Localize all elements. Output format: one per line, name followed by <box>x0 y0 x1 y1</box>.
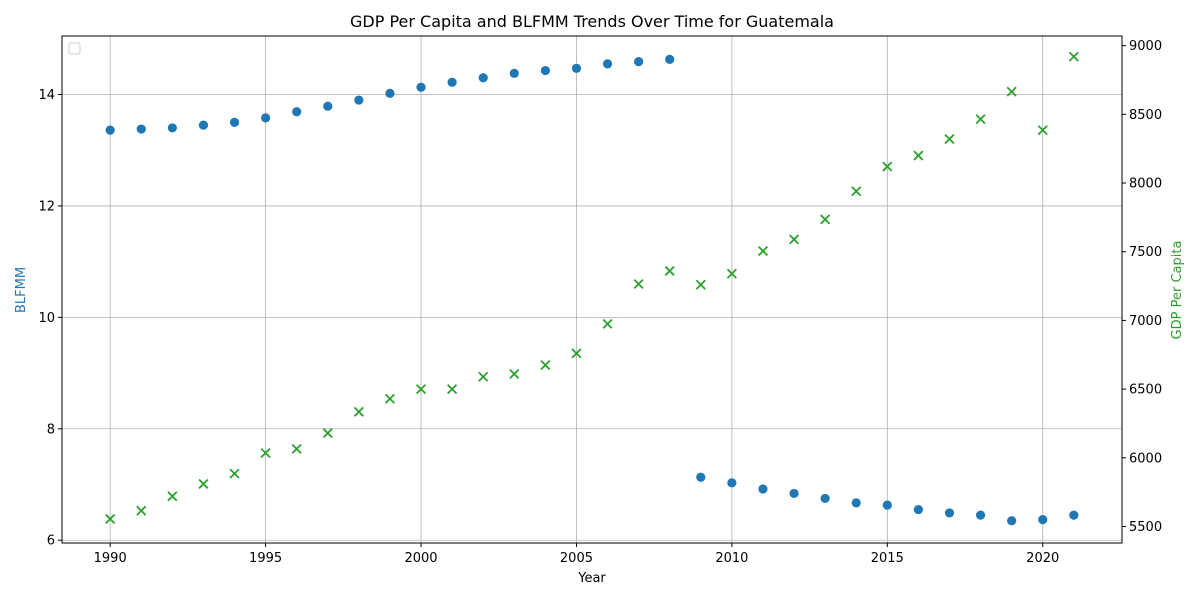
x-tick-label: 2020 <box>1026 551 1059 566</box>
gdp-point <box>851 186 862 197</box>
y-right-tick-label: 8500 <box>1129 108 1162 123</box>
blfmm-point <box>634 57 644 67</box>
blfmm-point <box>354 95 364 105</box>
grid-layer <box>62 36 1122 543</box>
gdp-point <box>944 134 955 145</box>
blfmm-point <box>385 88 395 98</box>
x-tick-label: 2015 <box>871 551 904 566</box>
gdp-point <box>229 468 240 479</box>
y-left-tick-label: 6 <box>47 534 55 549</box>
blfmm-point <box>727 478 737 488</box>
blfmm-point <box>975 510 986 520</box>
gdp-point <box>1037 125 1048 136</box>
gdp-point <box>167 491 178 502</box>
gdp-point <box>136 505 147 516</box>
blfmm-point <box>261 113 271 123</box>
gdp-point <box>322 428 333 439</box>
gdp-point <box>384 393 395 404</box>
gdp-point <box>602 318 613 329</box>
gdp-point <box>571 348 582 359</box>
blfmm-point <box>136 124 146 134</box>
gdp-point <box>913 150 924 161</box>
gdp-point <box>664 265 675 276</box>
blfmm-point <box>1038 515 1048 525</box>
y-axis-left-label: BLFMM <box>14 267 29 313</box>
gdp-point <box>540 360 551 371</box>
gdp-point <box>820 214 831 225</box>
y-right-tick-label: 8000 <box>1129 177 1162 192</box>
gdp-point <box>353 406 364 417</box>
gdp-point <box>415 384 427 395</box>
x-tick-label: 2010 <box>715 551 748 566</box>
y-left-tick-label: 12 <box>38 199 55 214</box>
blfmm-point <box>696 472 706 482</box>
blfmm-point <box>789 488 799 499</box>
x-tick-label: 2005 <box>560 551 593 566</box>
gdp-point <box>509 368 520 380</box>
legend-box <box>68 42 81 55</box>
blfmm-point <box>571 63 582 73</box>
gdp-point <box>478 371 489 382</box>
x-tick-label: 1990 <box>94 551 127 566</box>
blfmm-point <box>758 484 768 494</box>
gdp-point <box>726 268 737 279</box>
blfmm-point <box>292 107 302 117</box>
y-right-tick-label: 6500 <box>1129 383 1162 398</box>
blfmm-point <box>509 68 519 78</box>
marks-layer <box>105 51 1079 526</box>
gdp-point <box>975 114 986 125</box>
gdp-point <box>260 447 271 459</box>
gdp-point <box>695 279 706 290</box>
blfmm-point <box>478 73 488 83</box>
blfmm-point <box>1069 510 1079 520</box>
x-axis-label: Year <box>577 571 606 586</box>
y-right-tick-label: 6000 <box>1129 451 1162 466</box>
x-tick-label: 2000 <box>404 551 437 566</box>
blfmm-point <box>198 120 209 130</box>
y-right-tick-label: 7500 <box>1129 245 1162 260</box>
gdp-point <box>291 443 302 454</box>
gdp-point <box>447 384 458 395</box>
blfmm-point <box>602 59 613 69</box>
blfmm-point <box>323 101 333 111</box>
gdp-point <box>198 478 209 489</box>
gdp-point <box>633 278 644 290</box>
gdp-point <box>1006 86 1017 97</box>
gdp-point <box>757 245 769 257</box>
blfmm-point <box>447 77 457 87</box>
gdp-point <box>882 161 893 172</box>
y-left-tick-label: 10 <box>38 311 55 326</box>
blfmm-point <box>167 123 177 133</box>
y-right-tick-label: 9000 <box>1129 39 1162 54</box>
blfmm-point <box>416 82 426 92</box>
blfmm-point <box>540 65 550 76</box>
gdp-point <box>1068 51 1079 62</box>
blfmm-point <box>665 54 675 64</box>
blfmm-point <box>1007 516 1017 526</box>
blfmm-point <box>820 493 830 504</box>
plot-frame <box>61 35 1123 544</box>
blfmm-point <box>229 117 240 127</box>
ticks-layer: 1990 1995 2000 2005 2010 2015 2020 6 8 10 12 14 5500… <box>38 39 1162 566</box>
blfmm-point <box>913 504 923 515</box>
blfmm-point <box>944 508 955 518</box>
x-tick-label: 1995 <box>249 551 282 566</box>
y-left-tick-label: 14 <box>38 88 55 103</box>
blfmm-point <box>851 498 861 508</box>
gdp-point <box>105 513 116 524</box>
chart-title: GDP Per Capita and BLFMM Trends Over Tim… <box>350 12 834 31</box>
blfmm-point <box>105 125 115 135</box>
y-left-tick-label: 8 <box>47 422 55 437</box>
gdp-point <box>789 234 800 245</box>
y-right-tick-label: 5500 <box>1129 520 1162 535</box>
y-right-tick-label: 7000 <box>1129 314 1162 329</box>
blfmm-point <box>882 500 892 510</box>
y-axis-right-label: GDP Per Capita <box>1170 241 1185 340</box>
